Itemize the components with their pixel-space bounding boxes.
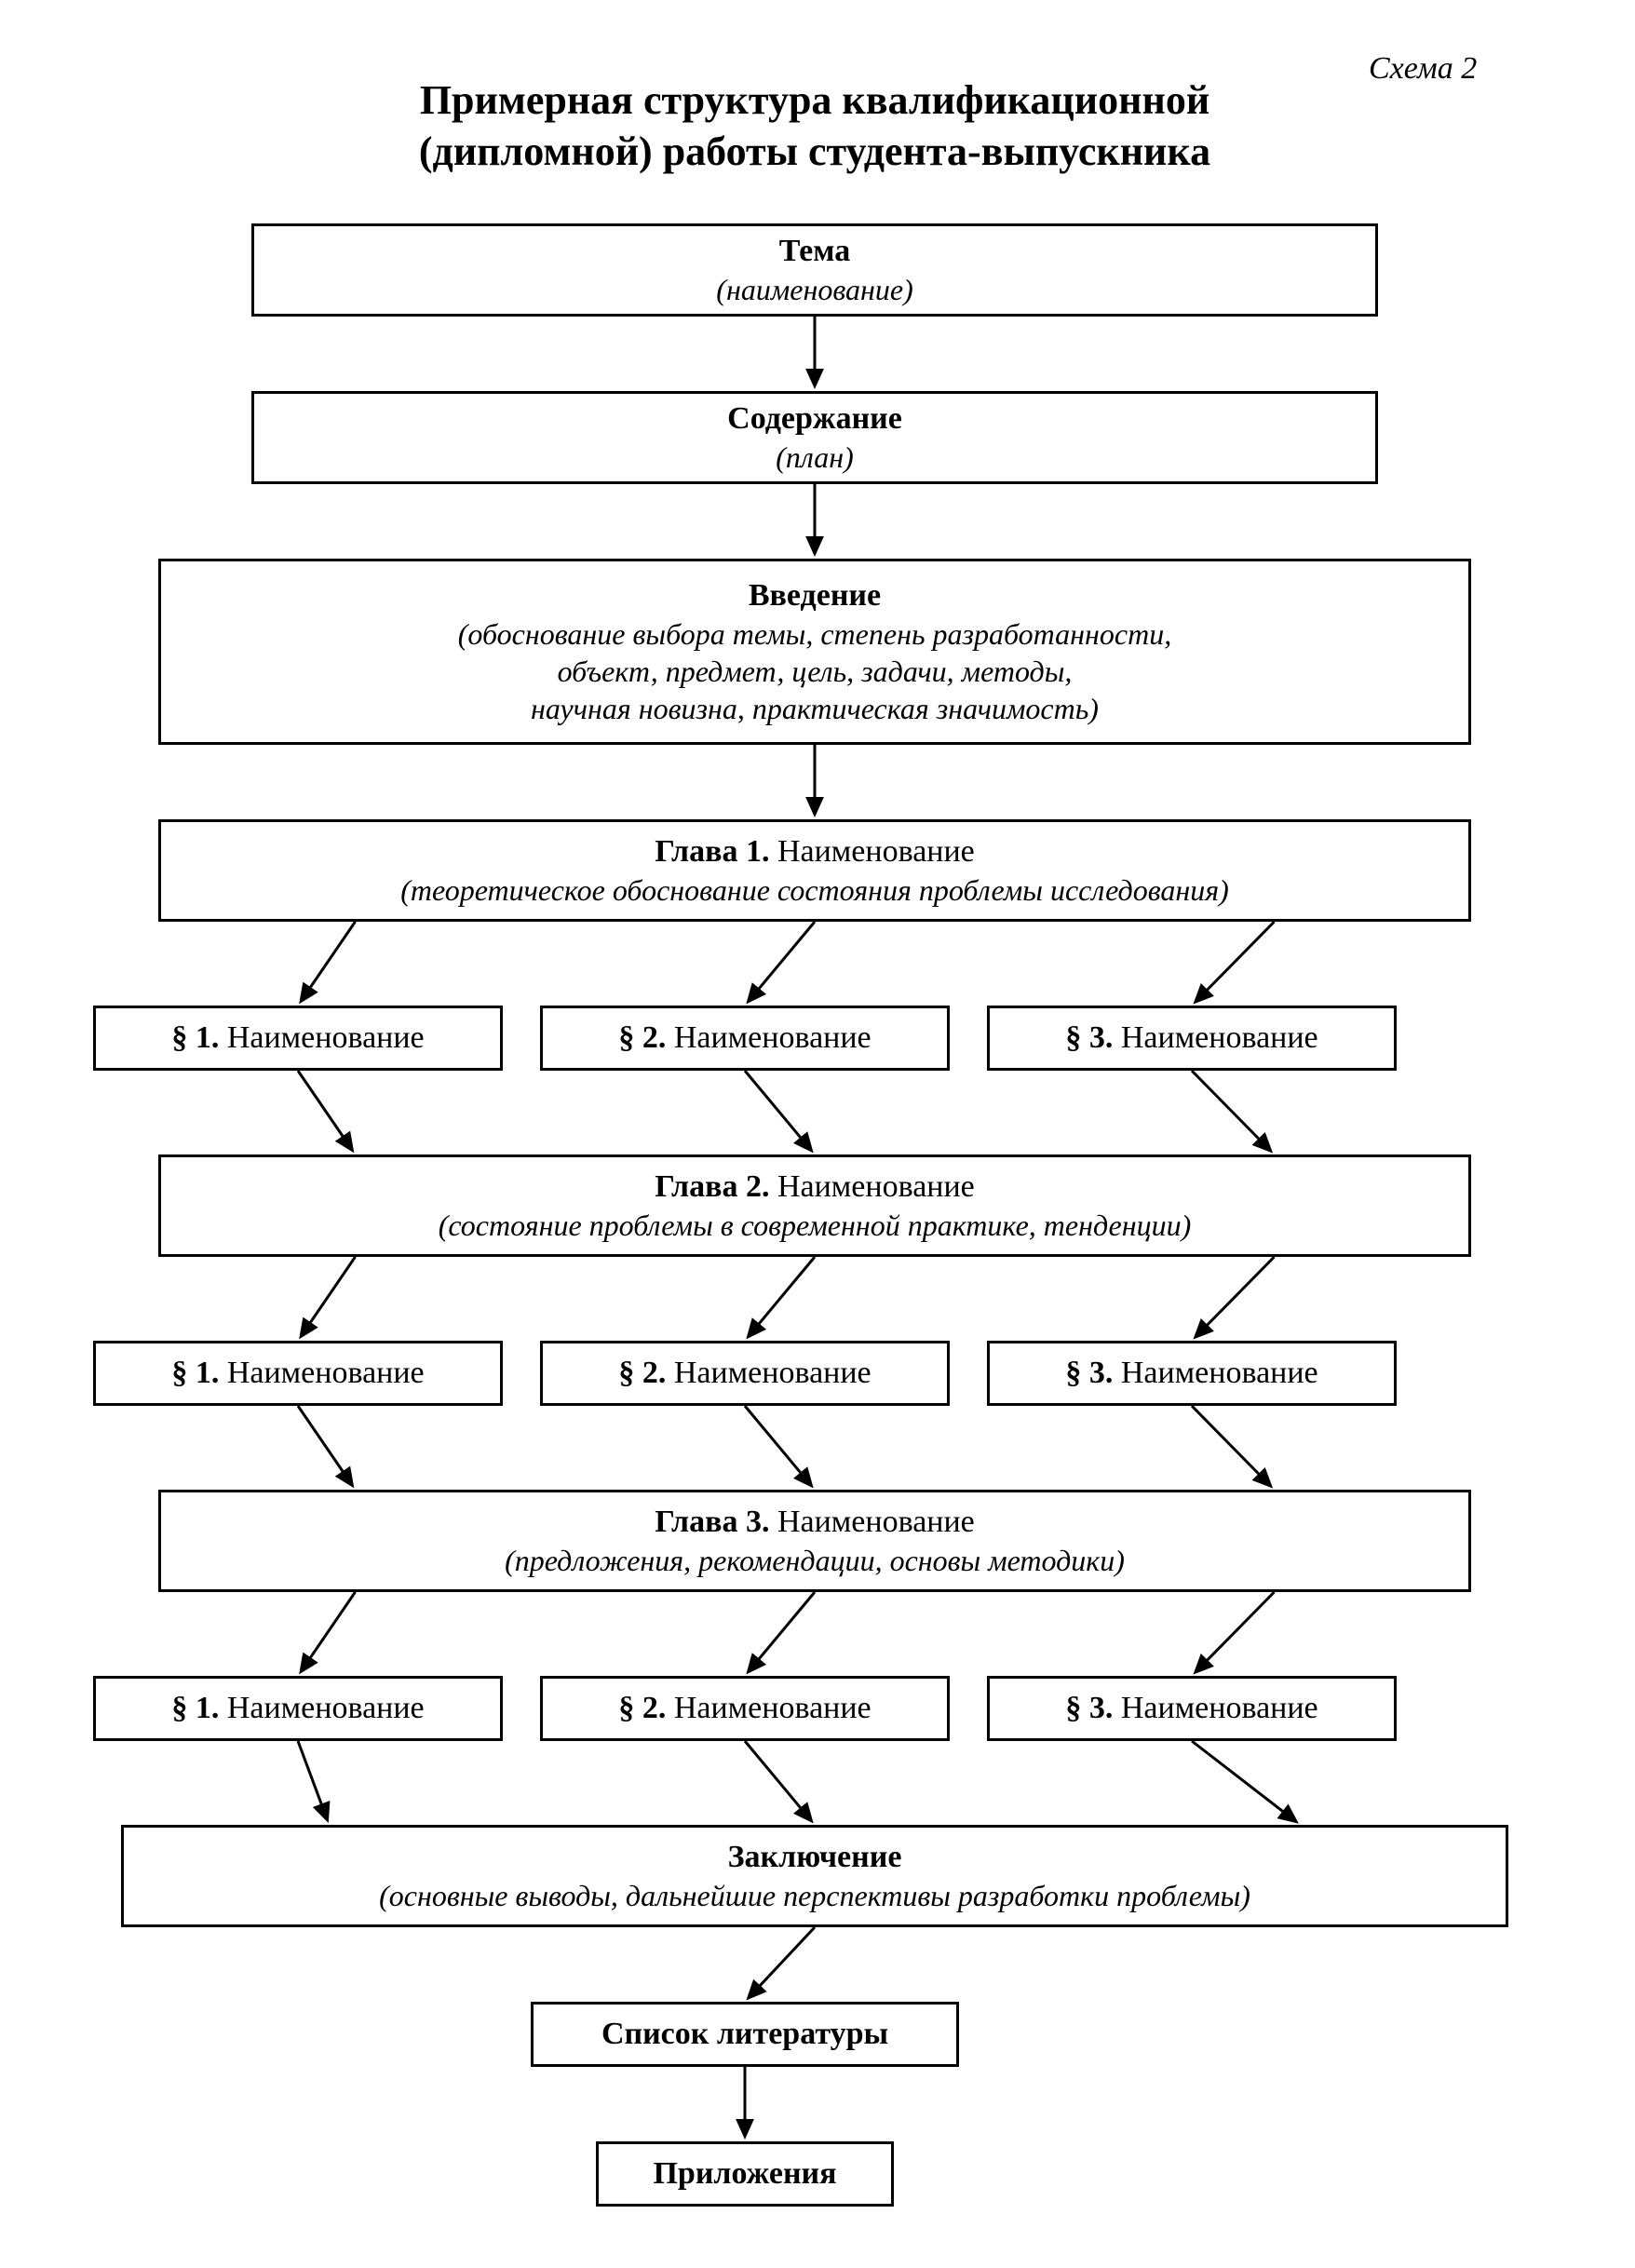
node-g3s2: § 2. Наименование xyxy=(540,1676,950,1741)
node-g3s1-label: § 1. Наименование xyxy=(171,1689,424,1729)
arrowhead-g3s1-zakl xyxy=(313,1801,331,1823)
node-g2s2: § 2. Наименование xyxy=(540,1341,950,1406)
arrowhead-gl1-g1s2 xyxy=(746,982,766,1004)
edge-gl1-g1s3 xyxy=(1205,922,1275,992)
edge-g1s1-gl2 xyxy=(298,1071,345,1140)
arrowhead-soder-vved xyxy=(805,536,824,557)
node-soder-subtitle: (план) xyxy=(776,439,854,476)
node-g1s3-label: § 3. Наименование xyxy=(1065,1019,1317,1059)
node-lit: Список литературы xyxy=(531,2002,959,2067)
node-zakl: Заключение(основные выводы, дальнейшие п… xyxy=(121,1825,1508,1927)
node-gl2-subtitle: (состояние проблемы в современной практи… xyxy=(439,1207,1192,1244)
arrowhead-g1s2-gl2 xyxy=(793,1131,814,1153)
node-g1s1-label: § 1. Наименование xyxy=(171,1019,424,1059)
node-g1s2: § 2. Наименование xyxy=(540,1006,950,1071)
edge-g1s2-gl2 xyxy=(745,1071,803,1141)
node-g3s2-label: § 2. Наименование xyxy=(618,1689,871,1729)
node-soder-title: Содержание xyxy=(727,399,902,439)
arrowhead-lit-pril xyxy=(736,2119,754,2140)
arrowhead-g3s3-zakl xyxy=(1277,1803,1298,1823)
node-vved-subtitle: (обоснование выбора темы, степень разраб… xyxy=(458,615,1171,727)
node-gl2-title: Глава 2. Наименование xyxy=(655,1168,975,1208)
node-g3s3-label: § 3. Наименование xyxy=(1065,1689,1317,1729)
node-g2s1: § 1. Наименование xyxy=(93,1341,503,1406)
arrowhead-gl3-g3s2 xyxy=(746,1653,766,1674)
node-gl3: Глава 3. Наименование(предложения, реком… xyxy=(158,1490,1471,1592)
diagram-stage: Схема 2 Примерная структура квалификацио… xyxy=(0,0,1635,2268)
node-g1s2-label: § 2. Наименование xyxy=(618,1019,871,1059)
edge-g1s3-gl2 xyxy=(1192,1071,1262,1141)
edge-gl3-g3s1 xyxy=(308,1592,355,1661)
node-tema: Тема(наименование) xyxy=(251,223,1378,317)
diagram-title: Примерная структура квалификационной (ди… xyxy=(279,74,1350,177)
edge-zakl-lit xyxy=(758,1927,815,1989)
edge-g2s1-gl3 xyxy=(298,1406,345,1475)
arrowhead-g2s3-gl3 xyxy=(1252,1467,1273,1489)
arrowhead-tema-soder xyxy=(805,369,824,389)
node-vved: Введение(обоснование выбора темы, степен… xyxy=(158,559,1471,745)
edge-gl2-g2s3 xyxy=(1205,1257,1275,1328)
node-zakl-title: Заключение xyxy=(728,1838,902,1878)
arrowhead-g1s3-gl2 xyxy=(1252,1132,1273,1154)
edge-gl1-g1s2 xyxy=(757,922,815,992)
node-g3s3: § 3. Наименование xyxy=(987,1676,1397,1741)
node-pril: Приложения xyxy=(596,2141,894,2207)
arrowhead-gl1-g1s1 xyxy=(299,982,318,1005)
node-gl3-subtitle: (предложения, рекомендации, основы метод… xyxy=(505,1542,1125,1579)
node-gl3-title: Глава 3. Наименование xyxy=(655,1503,975,1543)
arrowhead-gl2-g2s2 xyxy=(746,1317,766,1339)
node-g2s1-label: § 1. Наименование xyxy=(171,1354,424,1394)
edge-g3s3-zakl xyxy=(1192,1741,1286,1814)
node-lit-title: Список литературы xyxy=(601,2015,888,2055)
node-g2s3: § 3. Наименование xyxy=(987,1341,1397,1406)
scheme-number-label: Схема 2 xyxy=(1369,51,1477,87)
arrowhead-g1s1-gl2 xyxy=(335,1131,355,1154)
node-g3s1: § 1. Наименование xyxy=(93,1676,503,1741)
arrowhead-gl2-g2s1 xyxy=(299,1317,318,1340)
node-gl1-title: Глава 1. Наименование xyxy=(655,832,975,872)
node-gl1-subtitle: (теоретическое обоснование состояния про… xyxy=(400,871,1229,909)
arrowhead-gl3-g3s3 xyxy=(1193,1654,1213,1675)
edge-gl1-g1s1 xyxy=(308,922,355,991)
edge-gl2-g2s1 xyxy=(308,1257,355,1326)
node-g2s2-label: § 2. Наименование xyxy=(618,1354,871,1394)
node-g1s3: § 3. Наименование xyxy=(987,1006,1397,1071)
diagram-title-line2: (дипломной) работы студента-выпускника xyxy=(419,128,1210,174)
node-gl2: Глава 2. Наименование(состояние проблемы… xyxy=(158,1154,1471,1257)
arrowhead-zakl-lit xyxy=(746,1979,766,2001)
node-g1s1: § 1. Наименование xyxy=(93,1006,503,1071)
edge-g2s3-gl3 xyxy=(1192,1406,1262,1477)
node-tema-subtitle: (наименование) xyxy=(716,271,912,308)
node-soder: Содержание(план) xyxy=(251,391,1378,484)
edge-gl3-g3s3 xyxy=(1205,1592,1275,1663)
node-g2s3-label: § 3. Наименование xyxy=(1065,1354,1317,1394)
arrowhead-g2s1-gl3 xyxy=(335,1466,355,1489)
arrowhead-g2s2-gl3 xyxy=(793,1466,814,1488)
node-zakl-subtitle: (основные выводы, дальнейшие перспективы… xyxy=(379,1877,1250,1914)
edge-gl2-g2s2 xyxy=(757,1257,815,1327)
edge-gl3-g3s2 xyxy=(757,1592,815,1662)
arrowhead-vved-gl1 xyxy=(805,797,824,817)
edge-g2s2-gl3 xyxy=(745,1406,803,1476)
node-vved-title: Введение xyxy=(749,576,881,616)
arrows-layer xyxy=(0,0,1635,2268)
node-tema-title: Тема xyxy=(779,232,850,272)
node-pril-title: Приложения xyxy=(653,2154,836,2194)
arrowhead-gl2-g2s3 xyxy=(1193,1318,1213,1340)
diagram-title-line1: Примерная структура квалификационной xyxy=(420,77,1209,123)
arrowhead-g3s2-zakl xyxy=(793,1802,814,1823)
arrowhead-gl1-g1s3 xyxy=(1193,983,1213,1005)
node-gl1: Глава 1. Наименование(теоретическое обос… xyxy=(158,819,1471,922)
edge-g3s1-zakl xyxy=(298,1741,323,1807)
edge-g3s2-zakl xyxy=(745,1741,803,1811)
arrowhead-gl3-g3s1 xyxy=(299,1653,318,1675)
